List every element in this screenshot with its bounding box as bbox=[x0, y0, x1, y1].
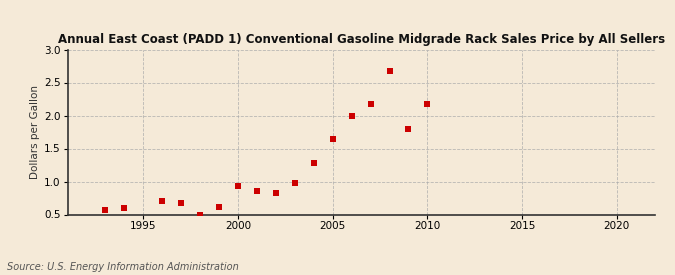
Point bbox=[194, 212, 205, 217]
Y-axis label: Dollars per Gallon: Dollars per Gallon bbox=[30, 85, 40, 179]
Text: Source: U.S. Energy Information Administration: Source: U.S. Energy Information Administ… bbox=[7, 262, 238, 272]
Point bbox=[403, 126, 414, 131]
Point bbox=[327, 136, 338, 141]
Point bbox=[365, 102, 376, 106]
Point bbox=[214, 204, 225, 209]
Point bbox=[233, 184, 244, 188]
Point bbox=[176, 200, 186, 205]
Point bbox=[252, 189, 263, 194]
Point bbox=[290, 181, 300, 186]
Point bbox=[271, 191, 281, 196]
Point bbox=[346, 114, 357, 118]
Title: Annual East Coast (PADD 1) Conventional Gasoline Midgrade Rack Sales Price by Al: Annual East Coast (PADD 1) Conventional … bbox=[57, 32, 665, 46]
Point bbox=[308, 161, 319, 165]
Point bbox=[384, 68, 395, 73]
Point bbox=[157, 199, 167, 204]
Point bbox=[100, 208, 111, 212]
Point bbox=[119, 206, 130, 210]
Point bbox=[422, 101, 433, 106]
